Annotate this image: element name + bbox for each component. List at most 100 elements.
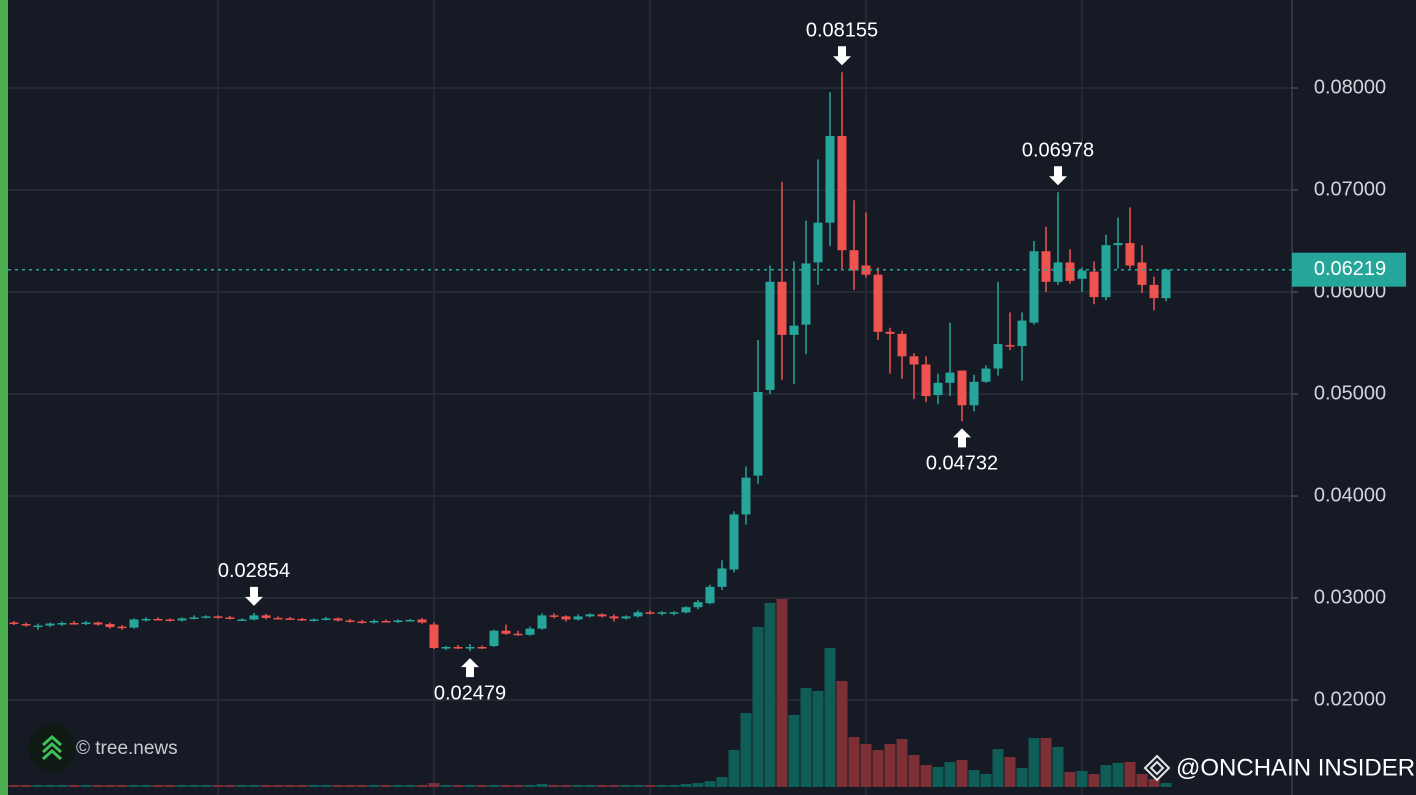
volume-bar: [776, 599, 788, 787]
candle-body: [381, 620, 391, 623]
vertical-grid: [217, 0, 1083, 795]
candle-body: [141, 618, 151, 621]
candle-body: [729, 514, 739, 570]
candle-body: [69, 623, 79, 625]
candle-body: [453, 646, 463, 649]
volume-bar: [200, 785, 212, 787]
annotation-arrow: [953, 428, 971, 448]
volume-bar: [1028, 738, 1040, 787]
candle-body: [777, 281, 787, 335]
volume-bar: [632, 785, 644, 787]
volume-bar: [596, 785, 608, 787]
candle-body: [645, 612, 655, 614]
logo: [28, 724, 76, 772]
volume-bar: [728, 750, 740, 787]
volume-bar: [584, 785, 596, 787]
candle-body: [909, 356, 919, 365]
volume-bar: [488, 785, 500, 787]
volume-bar: [8, 785, 20, 787]
candle-body: [825, 135, 835, 223]
candle-body: [273, 617, 283, 620]
volume-bar: [560, 785, 572, 787]
candle-body: [309, 619, 319, 621]
candle-body: [765, 281, 775, 390]
candle-body: [933, 382, 943, 396]
volume-bar: [800, 688, 812, 787]
volume-bar: [392, 785, 404, 787]
candle-body: [345, 620, 355, 622]
last-price-badge: [1292, 252, 1406, 287]
volume-bar: [176, 785, 188, 787]
volume-bar: [464, 785, 476, 787]
candle-body: [369, 620, 379, 623]
y-tick-label: 0.08000: [1314, 76, 1386, 98]
volume-bar: [860, 744, 872, 787]
volume-bars: [8, 599, 1172, 787]
candle-body: [969, 381, 979, 406]
volume-bar: [644, 785, 656, 787]
candle-body: [1137, 262, 1147, 285]
volume-bar: [680, 784, 692, 787]
volume-bar: [668, 785, 680, 787]
volume-bar: [716, 777, 728, 787]
volume-bar: [764, 603, 776, 787]
volume-bar: [932, 767, 944, 787]
candle-body: [1101, 245, 1111, 298]
volume-bar: [152, 785, 164, 787]
candle-body: [993, 344, 1003, 369]
volume-bar: [1052, 747, 1064, 787]
candle-body: [297, 618, 307, 621]
candle-body: [525, 628, 535, 635]
volume-bar: [380, 785, 392, 787]
candle-body: [657, 612, 667, 614]
annotation-label: 0.04732: [926, 453, 998, 475]
candle-body: [633, 612, 643, 617]
volume-bar: [692, 783, 704, 787]
candle-body: [201, 616, 211, 618]
credit-icon: [1143, 754, 1171, 782]
candle-body: [45, 623, 55, 626]
volume-bar: [620, 785, 632, 787]
volume-bar: [992, 749, 1004, 787]
candle-body: [249, 615, 259, 620]
candle-body: [429, 624, 439, 649]
candle-body: [693, 602, 703, 608]
volume-bar: [44, 785, 56, 787]
volume-bar: [824, 648, 836, 787]
source-badge: © tree.news: [28, 724, 178, 772]
volume-bar: [1076, 771, 1088, 787]
candle-body: [1041, 251, 1051, 282]
volume-bar: [704, 781, 716, 787]
candle-body: [705, 586, 715, 604]
volume-bar: [404, 785, 416, 787]
plot-layer: 0.020000.030000.040000.050000.060000.070…: [8, 19, 1406, 787]
volume-bar: [836, 681, 848, 787]
candle-body: [213, 616, 223, 618]
candle-body: [117, 626, 127, 629]
candle-body: [285, 618, 295, 620]
candle-body: [837, 135, 847, 251]
candle-body: [513, 633, 523, 636]
volume-bar: [512, 785, 524, 787]
annotation-label: 0.08155: [806, 19, 878, 41]
candle-body: [177, 618, 187, 621]
logo-chevrons: [42, 734, 62, 761]
annotation-label: 0.02479: [434, 682, 506, 704]
candle-body: [921, 364, 931, 397]
candle-body: [1089, 271, 1099, 298]
candle-body: [237, 619, 247, 621]
candle-body: [849, 250, 859, 271]
candle-body: [669, 612, 679, 614]
volume-bar: [1148, 779, 1160, 787]
annotation-arrow: [461, 658, 479, 678]
candle-body: [1113, 243, 1123, 246]
volume-bar: [500, 785, 512, 787]
volume-bar: [1100, 765, 1112, 787]
volume-bar: [740, 713, 752, 787]
volume-bar: [368, 785, 380, 787]
candles: [9, 72, 1171, 652]
candle-body: [957, 370, 967, 406]
candle-body: [717, 568, 727, 587]
